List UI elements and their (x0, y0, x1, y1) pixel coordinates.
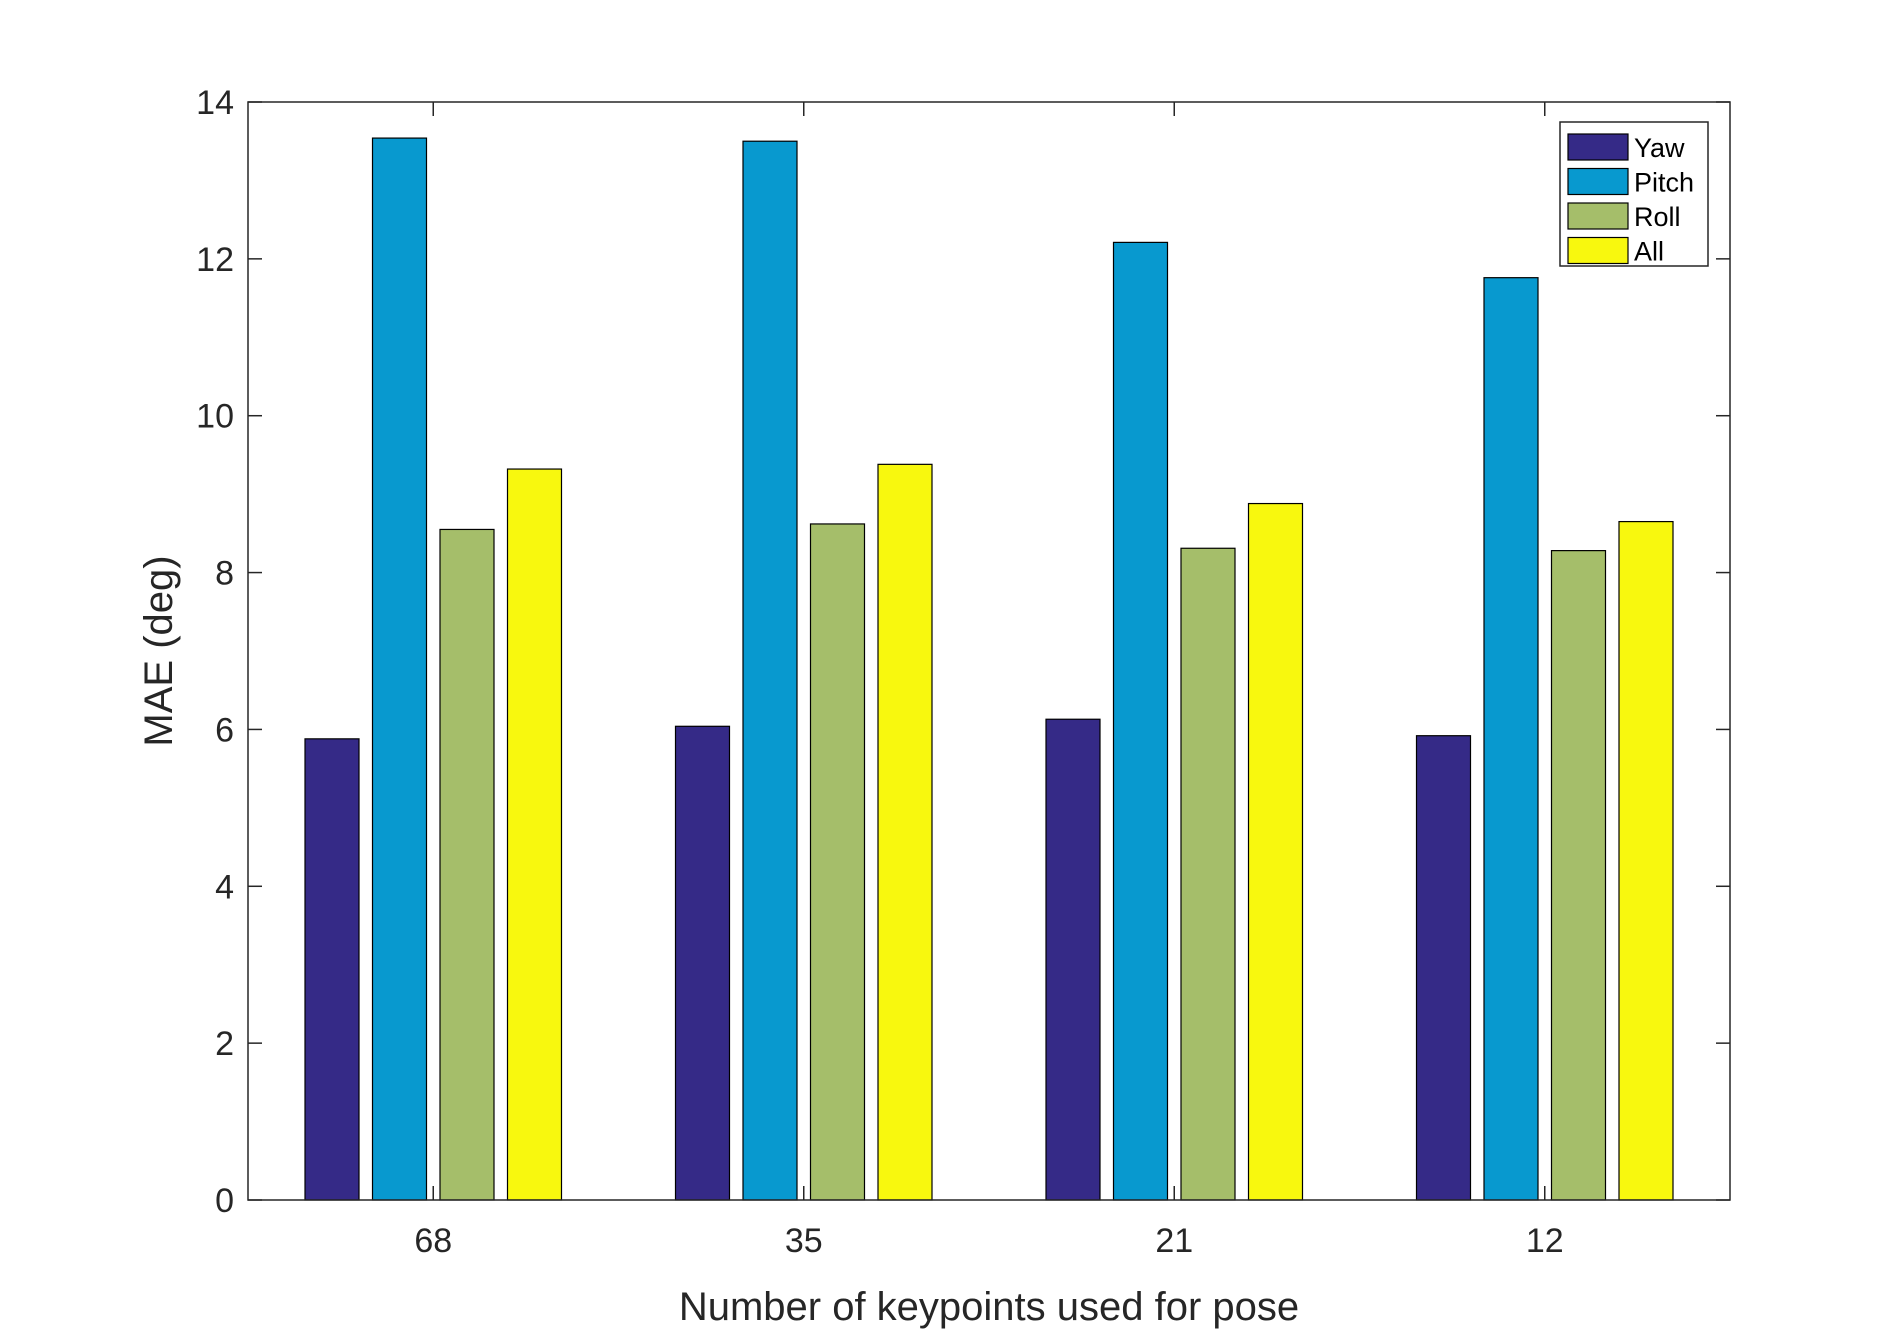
y-tick-label: 10 (196, 398, 234, 436)
y-tick-label: 0 (215, 1182, 234, 1220)
legend-label-yaw: Yaw (1634, 133, 1685, 163)
bar-all-35 (877, 463, 933, 1201)
bar-pitch-12 (1483, 277, 1539, 1201)
bar-pitch-68 (371, 137, 428, 1201)
bar-pitch-21 (1112, 241, 1169, 1201)
ticks-layer (248, 101, 1730, 1201)
legend-swatch-yaw (1567, 133, 1629, 161)
legend-swatch-all (1567, 236, 1629, 265)
bar-all-12 (1618, 520, 1674, 1201)
legend-label-roll: Roll (1634, 202, 1681, 232)
x-tick-label-35: 35 (785, 1222, 823, 1260)
bar-roll-35 (809, 523, 866, 1201)
bar-roll-68 (439, 528, 495, 1201)
y-tick-label: 4 (215, 868, 234, 906)
y-tick-label: 12 (196, 241, 234, 279)
bar-yaw-12 (1415, 735, 1472, 1201)
legend-swatch-pitch (1567, 167, 1629, 196)
y-tick-label: 6 (215, 711, 234, 749)
x-tick-label-68: 68 (414, 1222, 452, 1260)
legend-label-all: All (1634, 237, 1664, 267)
bar-yaw-35 (674, 725, 731, 1201)
legend-label-pitch: Pitch (1634, 168, 1694, 198)
y-tick-label: 2 (215, 1025, 234, 1063)
y-axis-title: MAE (deg) (137, 555, 181, 746)
y-tick-label: 14 (196, 84, 234, 122)
bars-layer (304, 137, 1674, 1201)
legend-swatch-roll (1567, 202, 1629, 230)
bar-all-21 (1247, 502, 1304, 1201)
bar-roll-12 (1550, 550, 1607, 1201)
bar-all-68 (506, 468, 563, 1201)
legend: Yaw Pitch Roll All (1559, 121, 1709, 267)
x-axis-title: Number of keypoints used for pose (679, 1285, 1299, 1329)
x-tick-label-12: 12 (1526, 1222, 1564, 1260)
bar-roll-21 (1180, 547, 1236, 1201)
plot-area-frame (247, 101, 1731, 1201)
bar-yaw-68 (304, 738, 360, 1201)
x-tick-label-21: 21 (1155, 1222, 1193, 1260)
y-tick-label: 8 (215, 555, 234, 593)
bar-pitch-35 (742, 140, 798, 1201)
bar-yaw-21 (1045, 718, 1101, 1201)
